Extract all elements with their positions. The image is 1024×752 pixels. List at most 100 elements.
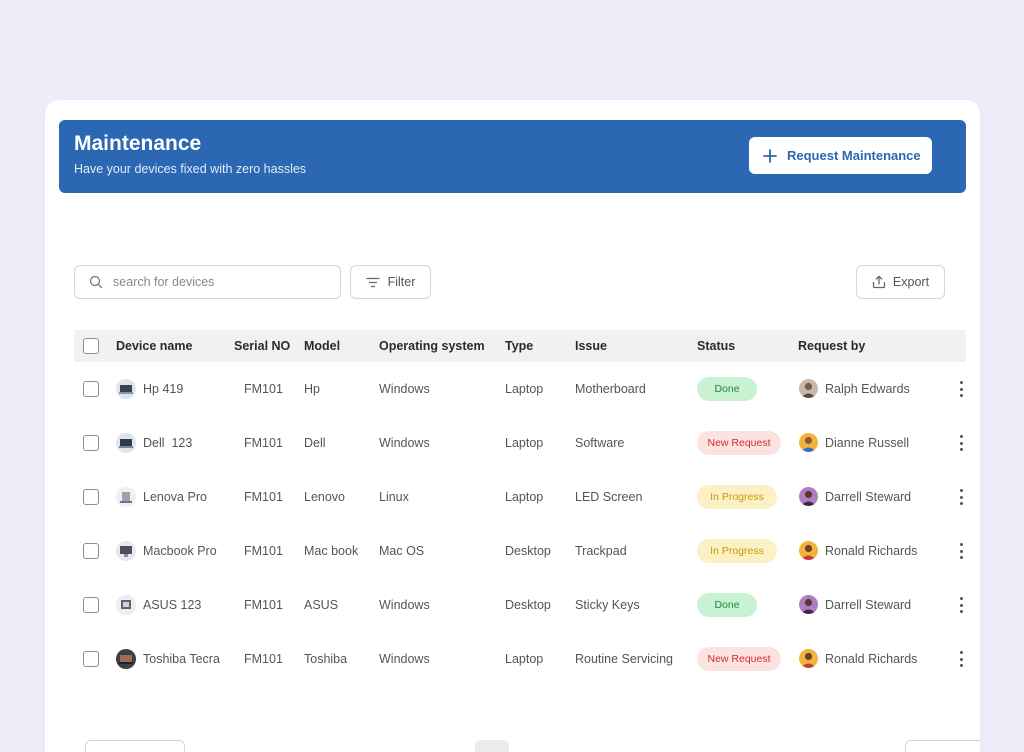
device-thumbnail xyxy=(116,541,136,561)
device-type: Laptop xyxy=(505,490,544,504)
serial-no: FM101 xyxy=(244,436,283,450)
operating-system: Linux xyxy=(379,490,409,504)
requester-name: Dianne Russell xyxy=(825,436,910,450)
row-checkbox[interactable] xyxy=(83,489,99,505)
device-type: Desktop xyxy=(505,544,551,558)
requester-name: Ralph Edwards xyxy=(825,382,910,396)
status-badge: New Request xyxy=(697,431,781,455)
issue: Sticky Keys xyxy=(575,598,640,612)
device-type: Laptop xyxy=(505,436,544,450)
model: Mac book xyxy=(304,544,359,558)
kebab-menu-icon[interactable] xyxy=(957,381,965,397)
export-label: Export xyxy=(892,275,930,289)
device-type: Desktop xyxy=(505,598,551,612)
column-status[interactable]: Status xyxy=(697,339,736,353)
pagination-current-page[interactable] xyxy=(475,740,509,752)
device-type: Laptop xyxy=(505,652,544,666)
filter-label: Filter xyxy=(387,275,416,289)
model: Dell xyxy=(304,436,326,450)
serial-no: FM101 xyxy=(244,598,283,612)
operating-system: Windows xyxy=(379,652,430,666)
device-thumbnail xyxy=(116,595,136,615)
avatar xyxy=(799,541,818,560)
status-badge: In Progress xyxy=(697,485,777,509)
kebab-menu-icon[interactable] xyxy=(957,489,965,505)
device-name: Toshiba Tecra xyxy=(143,652,220,666)
search-box[interactable] xyxy=(74,265,341,299)
export-button[interactable]: Export xyxy=(856,265,945,299)
table-row[interactable]: Hp 419 FM101 Hp Windows Laptop Motherboa… xyxy=(74,362,966,416)
operating-system: Windows xyxy=(379,382,430,396)
requester-name: Ronald Richards xyxy=(825,544,918,558)
model: Lenovo xyxy=(304,490,346,504)
requester-name: Darrell Steward xyxy=(825,490,912,504)
issue: Routine Servicing xyxy=(575,652,673,666)
row-checkbox[interactable] xyxy=(83,381,99,397)
table-row[interactable]: ASUS 123 FM101 ASUS Windows Desktop Stic… xyxy=(74,578,966,632)
row-checkbox[interactable] xyxy=(83,435,99,451)
avatar xyxy=(799,595,818,614)
column-issue[interactable]: Issue xyxy=(575,339,607,353)
serial-no: FM101 xyxy=(244,652,283,666)
issue: LED Screen xyxy=(575,490,643,504)
avatar xyxy=(799,649,818,668)
device-name: Macbook Pro xyxy=(143,544,217,558)
column-type[interactable]: Type xyxy=(505,339,534,353)
upload-icon xyxy=(872,275,886,289)
kebab-menu-icon[interactable] xyxy=(957,543,965,559)
avatar xyxy=(799,433,818,452)
device-thumbnail xyxy=(116,649,136,669)
device-name: Hp 419 xyxy=(143,382,184,396)
row-checkbox[interactable] xyxy=(83,651,99,667)
operating-system: Windows xyxy=(379,436,430,450)
serial-no: FM101 xyxy=(244,490,283,504)
table-header: Device name Serial NO Model Operating sy… xyxy=(74,330,966,362)
filter-icon xyxy=(365,277,380,287)
requester-name: Darrell Steward xyxy=(825,598,912,612)
table-row[interactable]: Lenova Pro FM101 Lenovo Linux Laptop LED… xyxy=(74,470,966,524)
column-device-name[interactable]: Device name xyxy=(116,339,193,353)
column-serial-no[interactable]: Serial NO xyxy=(234,339,291,353)
select-all-checkbox[interactable] xyxy=(83,338,99,354)
kebab-menu-icon[interactable] xyxy=(957,435,965,451)
device-thumbnail xyxy=(116,487,136,507)
maintenance-banner: Maintenance Have your devices fixed with… xyxy=(59,120,966,193)
column-model[interactable]: Model xyxy=(304,339,341,353)
operating-system: Windows xyxy=(379,598,430,612)
avatar xyxy=(799,379,818,398)
device-thumbnail xyxy=(116,433,136,453)
device-thumbnail xyxy=(116,379,136,399)
status-badge: New Request xyxy=(697,647,781,671)
issue: Motherboard xyxy=(575,382,646,396)
table-row[interactable]: Dell 123 FM101 Dell Windows Laptop Softw… xyxy=(74,416,966,470)
pagination-previous-button[interactable] xyxy=(85,740,185,752)
issue: Trackpad xyxy=(575,544,627,558)
device-name: Dell 123 xyxy=(143,436,193,450)
request-maintenance-button[interactable]: Request Maintenance xyxy=(749,137,932,174)
column-request-by[interactable]: Request by xyxy=(798,339,866,353)
model: ASUS xyxy=(304,598,339,612)
operating-system: Mac OS xyxy=(379,544,425,558)
request-maintenance-label: Request Maintenance xyxy=(787,148,921,163)
serial-no: FM101 xyxy=(244,544,283,558)
pagination-next-button[interactable] xyxy=(905,740,980,752)
device-name: Lenova Pro xyxy=(143,490,207,504)
kebab-menu-icon[interactable] xyxy=(957,597,965,613)
status-badge: Done xyxy=(697,593,757,617)
column-operating-system[interactable]: Operating system xyxy=(379,339,485,353)
row-checkbox[interactable] xyxy=(83,543,99,559)
kebab-menu-icon[interactable] xyxy=(957,651,965,667)
device-type: Laptop xyxy=(505,382,544,396)
page-subtitle: Have your devices fixed with zero hassle… xyxy=(74,162,307,176)
status-badge: In Progress xyxy=(697,539,777,563)
issue: Software xyxy=(575,436,625,450)
row-checkbox[interactable] xyxy=(83,597,99,613)
search-icon xyxy=(89,275,103,289)
table-row[interactable]: Macbook Pro FM101 Mac book Mac OS Deskto… xyxy=(74,524,966,578)
status-badge: Done xyxy=(697,377,757,401)
table-row[interactable]: Toshiba Tecra FM101 Toshiba Windows Lapt… xyxy=(74,632,966,686)
requester-name: Ronald Richards xyxy=(825,652,918,666)
filter-button[interactable]: Filter xyxy=(350,265,431,299)
search-input[interactable] xyxy=(113,275,313,289)
page-title: Maintenance xyxy=(74,132,202,155)
